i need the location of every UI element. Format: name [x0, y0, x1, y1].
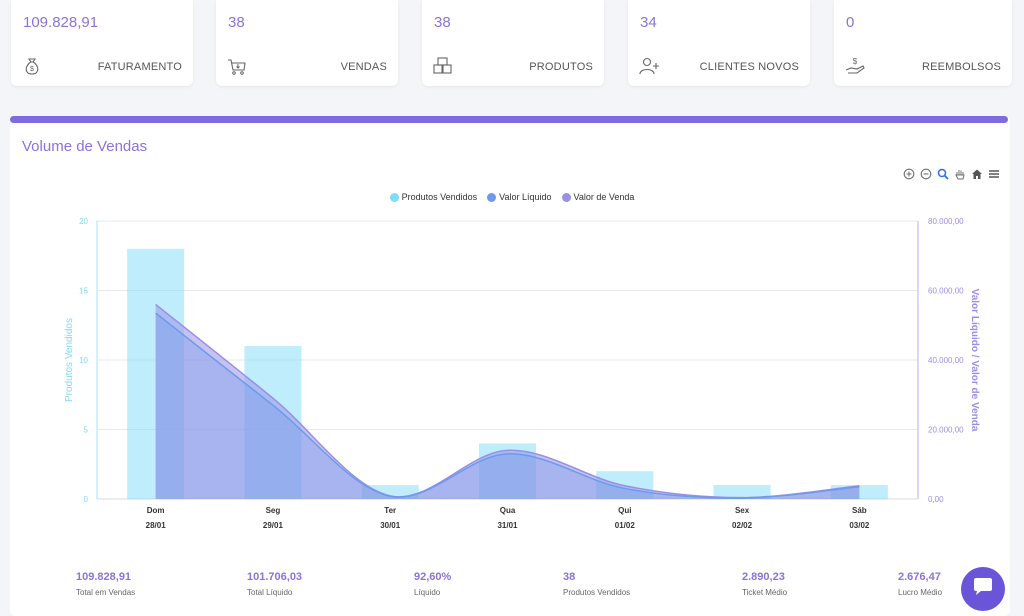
y-tick-label: 10 [79, 356, 88, 365]
stat-value: 0 [846, 14, 855, 31]
menu-icon[interactable] [987, 167, 1001, 181]
summary-total-vendas: 109.828,91 Total em Vendas [76, 571, 135, 597]
stat-value: 38 [228, 14, 245, 31]
x-tick-label-day: Sex [735, 506, 750, 515]
x-tick-label-date: 29/01 [263, 521, 284, 530]
x-tick-label-date: 03/02 [849, 521, 870, 530]
bar [713, 485, 771, 499]
summary-value: 92,60% [414, 571, 452, 583]
legend-label: Valor de Venda [573, 192, 635, 202]
panel-accent-bar [10, 116, 1008, 123]
svg-text:$: $ [853, 57, 858, 66]
boxes-icon [432, 55, 454, 77]
x-tick-label-date: 31/01 [497, 521, 518, 530]
x-tick-label-date: 01/02 [615, 521, 636, 530]
y-tick-label: 0 [84, 495, 89, 504]
area-fill [155, 313, 860, 499]
stat-label: CLIENTES NOVOS [699, 61, 799, 73]
svg-text:$: $ [30, 66, 34, 73]
stat-card-faturamento: 109.828,91 $ FATURAMENTO [11, 0, 193, 86]
summary-value: 109.828,91 [76, 571, 132, 583]
legend-label: Valor Líquido [499, 192, 552, 202]
x-tick-label-day: Ter [384, 506, 396, 515]
summary-label: Total em Vendas [76, 588, 136, 597]
chat-bubble-icon [972, 577, 994, 602]
chart-legend: Produtos Vendidos Valor Líquido Valor de… [0, 192, 1024, 202]
summary-label: Lucro Médio [898, 588, 943, 597]
stat-label: VENDAS [340, 61, 387, 73]
y2-tick-label: 20.000,00 [928, 426, 964, 435]
summary-value: 2.890,23 [742, 571, 785, 583]
stat-value: 109.828,91 [23, 14, 99, 31]
stat-label: PRODUTOS [529, 61, 593, 73]
summary-ticket-medio: 2.890,23 Ticket Médio [742, 571, 787, 597]
stat-card-reembolsos: 0 $ REEMBOLSOS [834, 0, 1012, 86]
legend-item-valor-de-venda[interactable]: Valor de Venda [561, 192, 635, 202]
x-tick-label-date: 28/01 [146, 521, 167, 530]
stat-value: 38 [434, 14, 451, 31]
y2-tick-label: 0,00 [928, 495, 944, 504]
money-bag-icon: $ [21, 55, 43, 77]
summary-label: Líquido [414, 588, 441, 597]
zoom-out-icon[interactable] [919, 167, 933, 181]
refund-hand-icon: $ [844, 55, 866, 77]
stat-label: REEMBOLSOS [921, 61, 1001, 73]
x-tick-label-day: Seg [266, 506, 281, 515]
summary-liquido: 92,60% Líquido [414, 571, 451, 597]
summary-value: 2.676,47 [898, 571, 941, 583]
chart-toolbar [902, 167, 1001, 181]
legend-marker [487, 192, 497, 202]
x-tick-label-day: Sáb [852, 506, 867, 515]
y2-tick-label: 60.000,00 [928, 287, 964, 296]
x-tick-label-day: Qui [618, 506, 631, 515]
summary-total-liquido: 101.706,03 Total Líquido [247, 571, 302, 597]
x-tick-label-date: 30/01 [380, 521, 401, 530]
search-zoom-icon[interactable] [936, 167, 950, 181]
cart-icon [226, 55, 248, 77]
summary-label: Produtos Vendidos [563, 588, 631, 597]
add-user-icon [638, 55, 660, 77]
sales-volume-chart: 0 5 10 15 20 0,00 20.000,00 40.000,00 60.000,00 8… [64, 217, 980, 530]
summary-value: 101.706,03 [247, 571, 303, 583]
summary-produtos-vendidos: 38 Produtos Vendidos [563, 571, 630, 597]
area-line [155, 312, 860, 499]
chat-button[interactable] [961, 567, 1005, 611]
stat-card-clientes-novos: 34 CLIENTES NOVOS [628, 0, 810, 86]
area-fill [155, 304, 860, 499]
x-tick-label-day: Dom [147, 506, 165, 515]
summary-value: 38 [563, 571, 576, 583]
x-tick-label-day: Qua [500, 506, 516, 515]
stat-card-vendas: 38 VENDAS [216, 0, 398, 86]
y-tick-label: 20 [79, 217, 88, 226]
x-tick-label-date: 02/02 [732, 521, 753, 530]
legend-marker [561, 192, 571, 202]
y-axis-title: Produtos Vendidos [64, 318, 75, 402]
panel-title: Volume de Vendas [22, 138, 148, 155]
legend-label: Produtos Vendidos [401, 192, 478, 202]
y2-axis-title: Valor Líquido / Valor de Venda [969, 289, 980, 432]
y-tick-label: 15 [79, 287, 88, 296]
legend-marker [389, 192, 399, 202]
stat-value: 34 [640, 14, 657, 31]
y2-tick-label: 40.000,00 [928, 356, 964, 365]
summary-lucro-medio: 2.676,47 Lucro Médio [898, 571, 942, 597]
home-icon[interactable] [970, 167, 984, 181]
zoom-in-icon[interactable] [902, 167, 916, 181]
summary-label: Ticket Médio [742, 588, 788, 597]
y-tick-label: 5 [84, 426, 89, 435]
summary-label: Total Líquido [247, 588, 293, 597]
legend-item-produtos-vendidos[interactable]: Produtos Vendidos [389, 192, 478, 202]
legend-item-valor-liquido[interactable]: Valor Líquido [487, 192, 552, 202]
y2-tick-label: 80.000,00 [928, 217, 964, 226]
stat-card-produtos: 38 PRODUTOS [422, 0, 604, 86]
pan-hand-icon[interactable] [953, 167, 967, 181]
stat-label: FATURAMENTO [97, 61, 182, 73]
